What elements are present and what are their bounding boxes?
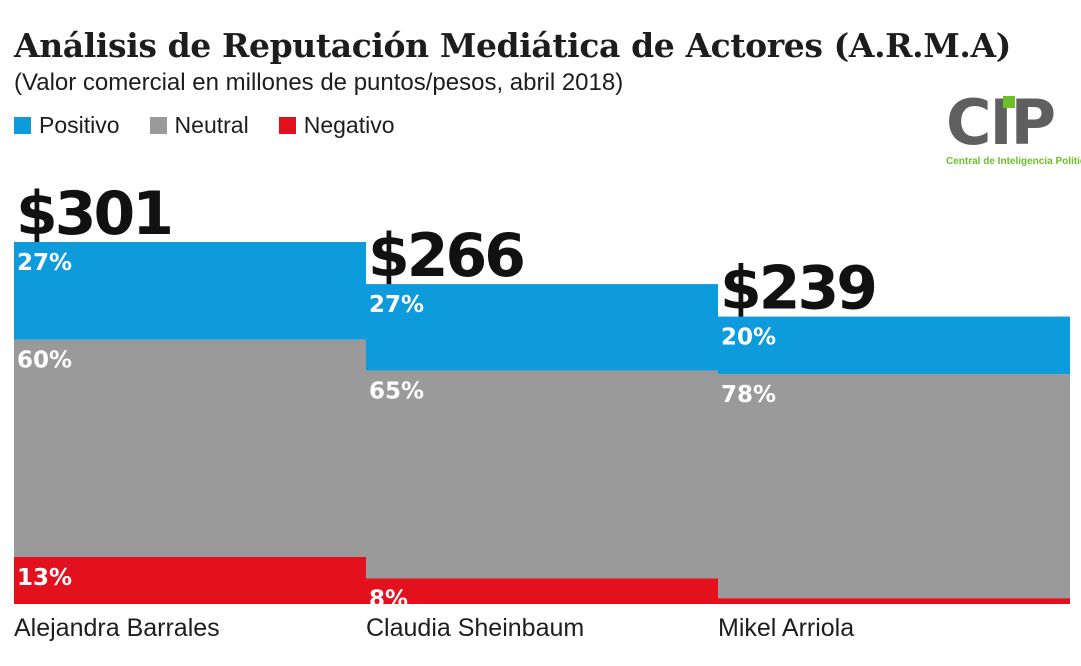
bar-segment-neutral-claudia-sheinbaum bbox=[366, 370, 718, 579]
total-label-claudia-sheinbaum: $266 bbox=[368, 221, 523, 291]
logo-wordmark: CIP bbox=[946, 86, 1056, 159]
legend-label-positivo: Positivo bbox=[39, 112, 120, 138]
pct-label-negativo-mikel-arriola: 2% bbox=[721, 606, 760, 632]
logo-dot-icon bbox=[1003, 96, 1015, 108]
category-label-alejandra-barrales: Alejandra Barrales bbox=[14, 614, 220, 642]
pct-label-neutral-mikel-arriola: 78% bbox=[721, 382, 776, 408]
legend-item-positivo: Positivo bbox=[14, 112, 120, 139]
category-label-claudia-sheinbaum: Claudia Sheinbaum bbox=[366, 614, 584, 642]
pct-label-neutral-alejandra-barrales: 60% bbox=[17, 348, 72, 374]
pct-label-positivo-mikel-arriola: 20% bbox=[721, 325, 776, 351]
pct-label-neutral-claudia-sheinbaum: 65% bbox=[369, 378, 424, 404]
legend: Positivo Neutral Negativo bbox=[14, 112, 394, 139]
cip-logo: CIP Central de Inteligencia Política bbox=[946, 86, 1081, 168]
bar-segment-positivo-alejandra-barrales bbox=[14, 242, 366, 340]
legend-swatch-positivo bbox=[14, 117, 31, 134]
chart-title: Análisis de Reputación Mediática de Acto… bbox=[14, 26, 1011, 65]
bar-segment-positivo-mikel-arriola bbox=[718, 316, 1070, 375]
bar-segment-neutral-alejandra-barrales bbox=[14, 339, 366, 557]
total-label-mikel-arriola: $239 bbox=[720, 254, 875, 324]
legend-item-neutral: Neutral bbox=[149, 112, 249, 139]
legend-label-neutral: Neutral bbox=[174, 112, 249, 138]
legend-label-negativo: Negativo bbox=[303, 112, 395, 138]
bar-segment-negativo-claudia-sheinbaum bbox=[366, 578, 718, 604]
logo-tagline: Central de Inteligencia Política bbox=[946, 156, 1081, 167]
bar-segment-neutral-mikel-arriola bbox=[718, 374, 1070, 599]
legend-swatch-negativo bbox=[278, 117, 296, 134]
bar-segment-positivo-claudia-sheinbaum bbox=[366, 284, 718, 371]
bar-segment-negativo-alejandra-barrales bbox=[14, 556, 366, 604]
legend-swatch-neutral bbox=[149, 117, 167, 134]
pct-label-positivo-claudia-sheinbaum: 27% bbox=[369, 292, 424, 318]
category-label-mikel-arriola: Mikel Arriola bbox=[718, 614, 854, 642]
bar-segment-negativo-mikel-arriola bbox=[718, 598, 1070, 604]
total-label-alejandra-barrales: $301 bbox=[16, 179, 171, 249]
pct-label-negativo-alejandra-barrales: 13% bbox=[17, 565, 72, 591]
legend-item-negativo: Negativo bbox=[278, 112, 395, 139]
pct-label-positivo-alejandra-barrales: 27% bbox=[17, 250, 72, 276]
pct-label-negativo-claudia-sheinbaum: 8% bbox=[369, 586, 408, 612]
chart-subtitle: (Valor comercial en millones de puntos/p… bbox=[14, 69, 624, 96]
